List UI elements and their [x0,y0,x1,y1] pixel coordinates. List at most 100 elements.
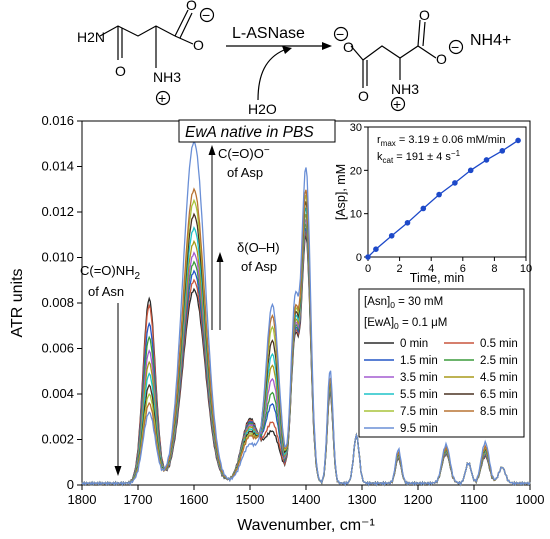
reaction-scheme [99,7,464,112]
asp-ammonium-label: NH3 [391,81,419,97]
reaction-scheme-labels: H2N O O O NH3 − + L-ASNase H2O O O O O N… [77,0,511,117]
y-tick-label: 0.004 [41,386,74,401]
x-tick-label: 1500 [236,492,265,507]
inset-axis-ticks: 0 2 4 6 8 10 0 10 20 30 [350,122,532,275]
asn-plus-sign: + [158,90,166,106]
svg-text:rmax = 3.19 ± 0.06 mM/min: rmax = 3.19 ± 0.06 mM/min [377,134,505,148]
annotation-carboxylate-text: C(=O)O [218,146,264,161]
asp-plus-sign: + [393,96,401,112]
legend-label-3: 2.5 min [480,355,518,367]
inset-data-point [373,246,379,252]
inset-data-point [467,167,474,174]
svg-text:kcat = 191 ± 4 s−1: kcat = 191 ± 4 s−1 [377,149,461,165]
svg-text:C(=O)O−: C(=O)O− [218,145,270,161]
annotation-oh-arrowhead [216,252,224,262]
inset-x-tick-label: 6 [460,263,466,275]
inset-x-tick-label: 4 [428,263,434,275]
enzyme-label: L-ASNase [232,25,305,42]
inset-rmax-subscript: max [381,139,396,148]
inset-y-tick-label: 0 [356,252,362,264]
inset-x-tick-label: 10 [520,263,532,275]
inset-x-tick-label: 0 [365,263,371,275]
asn-amine-label: H2N [77,29,105,45]
annotation-asp-carboxylate: C(=O)O− of Asp [208,145,270,330]
asn-ammonium-label: NH3 [153,69,181,85]
annotation-asn-text: C(=O)NH [80,263,135,278]
asn-minus-sign: − [202,7,210,23]
inset-data-point [404,219,411,226]
annotation-carboxylate-superscript: − [264,145,270,156]
asp-right-oxygen-label: O [436,51,447,67]
y-tick-label: 0 [67,477,74,492]
annotation-carboxylate-arrowhead [208,145,216,155]
inset-kcat-symbol: k [377,151,383,163]
inset-data-point [420,205,427,212]
y-tick-label: 0.012 [41,204,74,219]
y-tick-label: 0.010 [41,250,74,265]
water-label: H2O [248,101,277,117]
series-line-10 [81,139,531,487]
inset-rmax-value: = 3.19 ± 0.06 mM/min [396,134,506,146]
svg-text:[Asn]0 = 30 mM: [Asn]0 = 30 mM [364,296,443,310]
legend: [Asn]0 = 30 mM [EwA]0 = 0.1 μM 0 min 0.5 … [358,288,525,438]
legend-label-5: 4.5 min [480,372,518,384]
annotation-carboxylate-line2: of Asp [227,165,263,180]
legend-label-0: 0 min [400,338,428,350]
asn-amide-oxygen-label: O [115,63,126,79]
x-tick-label: 1800 [68,492,97,507]
inset-kcat-subscript: cat [383,156,394,165]
chart-title-box [178,119,336,143]
annotation-asn-arrowhead [114,466,122,476]
inset-data-point [515,137,521,144]
annotation-oh-text: δ(O–H) [237,240,280,255]
y-tick-label: 0.008 [41,295,74,310]
inset-rmax-symbol: r [377,134,381,146]
legend-ewa-value: = 0.1 μM [399,317,448,329]
y-axis-title: ATR units [9,268,26,337]
inset-data-point [365,254,371,260]
ammonium-product-label: NH4+ [470,32,511,49]
legend-frame [358,288,525,438]
spectra-series [81,139,531,487]
asp-left-oxygen-label: O [343,39,354,55]
y-tick-label: 0.016 [41,113,74,128]
main-axis-ticks: 1800 1700 1600 1500 1400 1300 1200 1100 100000.0… [41,113,544,507]
asn-carbonyl-oxygen-label: O [186,0,197,13]
legend-label-8: 7.5 min [400,406,438,418]
inset-data-point [483,157,490,163]
inset-data-point [499,148,506,154]
asp-left-minus-sign: − [336,26,344,42]
inset-series [365,137,521,260]
chart-title: EwA native in PBS [185,124,314,141]
legend-ewa-subscript: 0 [394,321,399,331]
legend-label-9: 8.5 min [480,406,518,418]
inset-x-tick-label: 2 [397,263,403,275]
asp-right-carbonyl-oxygen-label: O [419,7,430,23]
inset-y-tick-label: 10 [350,209,362,221]
legend-label-6: 5.5 min [400,389,438,401]
inset-kinetics-chart: 0 2 4 6 8 10 0 10 20 30 Time, min [Asp], mM rmax … [334,122,532,285]
inset-x-axis-title: Time, min [410,271,464,285]
legend-asn-subscript: 0 [390,300,395,310]
annotation-asn: C(=O)NH2 of Asn [80,263,141,476]
annotation-asp-oh: δ(O–H) of Asp [216,240,280,330]
legend-label-4: 3.5 min [400,372,438,384]
svg-text:[EwA]0 = 0.1 μM: [EwA]0 = 0.1 μM [364,317,447,331]
legend-ewa-conc: [EwA] [364,317,394,329]
inset-kcat-unit-superscript: −1 [451,149,461,158]
x-tick-label: 1600 [180,492,209,507]
inset-kcat-value: = 191 ± 4 s [393,151,451,163]
inset-x-tick-label: 8 [491,263,497,275]
x-tick-label: 1100 [460,492,488,507]
annotation-asn-subscript: 2 [135,271,141,282]
inset-data-point [452,180,458,186]
legend-asn-conc: [Asn] [364,296,390,308]
legend-label-7: 6.5 min [480,389,518,401]
y-tick-label: 0.014 [41,159,74,174]
asp-left-carbonyl-oxygen-label: O [358,88,369,104]
legend-label-10: 9.5 min [400,423,438,435]
spectra-chart: 1800 1700 1600 1500 1400 1300 1200 1100 100000.0… [9,113,544,534]
legend-label-2: 1.5 min [400,355,438,367]
legend-label-1: 0.5 min [480,338,518,350]
y-tick-label: 0.002 [41,432,74,447]
